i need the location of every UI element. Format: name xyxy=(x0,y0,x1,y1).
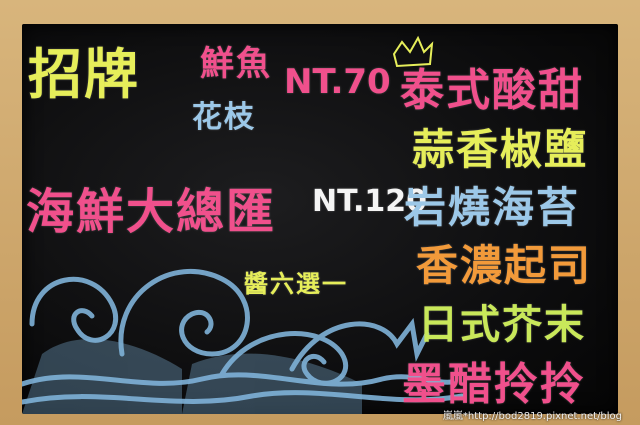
seafood-platter-label: 海鮮大總匯 xyxy=(26,184,277,240)
price-70: NT.70 xyxy=(284,62,391,102)
garlic-pepper-salt-label: 蒜香椒鹽 xyxy=(412,125,589,174)
wave-drawing xyxy=(22,35,465,414)
signature-label: 招牌 xyxy=(28,43,140,106)
squid-label: 花枝 xyxy=(192,100,256,135)
rich-cheese-label: 香濃起司 xyxy=(416,241,593,290)
crown-icon xyxy=(392,35,434,68)
japanese-wasabi-label: 日式芥末 xyxy=(418,302,586,348)
squid-ink-label: 墨醋拎拎 xyxy=(402,359,586,410)
watermark-text: 嵐嵐*http://bod2819.pixnet.net/blog xyxy=(442,411,622,422)
price-120: NT.120 xyxy=(312,184,428,219)
choose-one-label: 醬六選一 xyxy=(244,270,348,298)
grilled-seaweed-label: 岩燒海苔 xyxy=(404,183,581,232)
thai-sweet-sour-label: 泰式酸甜 xyxy=(400,65,584,116)
chalkboard-menu: 招牌 鮮魚 花枝 NT.70 泰式酸甜 蒜香椒鹽 海鮮大總匯 NT.120 岩燒… xyxy=(22,24,618,414)
fresh-fish-label: 鮮魚 xyxy=(200,44,272,84)
